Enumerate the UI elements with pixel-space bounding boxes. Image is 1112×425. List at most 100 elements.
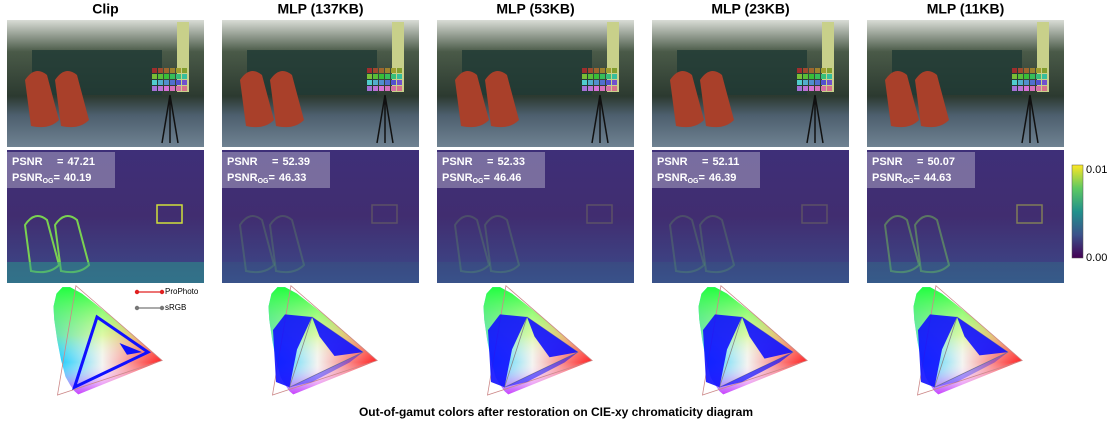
psnr-og-label: PSNR — [227, 172, 258, 184]
checker-patch — [612, 80, 617, 85]
checker-patch — [164, 80, 169, 85]
figure: 0.01 0.00 Out-of-gamut colors after rest… — [0, 0, 1112, 425]
checker-patch — [170, 68, 175, 73]
checker-patch — [385, 68, 390, 73]
checker-patch — [1042, 74, 1047, 79]
checker-patch — [152, 68, 157, 73]
og-subscript: OG — [903, 178, 914, 185]
checker-patch — [152, 74, 157, 79]
checker-patch — [176, 74, 181, 79]
legend-label: ProPhoto — [165, 287, 199, 296]
checker-patch — [594, 86, 599, 91]
psnr-og-value: 40.19 — [64, 172, 92, 184]
colorbar — [1072, 165, 1083, 258]
checker-patch — [797, 74, 802, 79]
equals: = — [698, 172, 704, 184]
checker-patch — [1036, 80, 1041, 85]
checker-patch — [158, 68, 163, 73]
psnr-label: PSNR — [442, 156, 473, 168]
psnr-og-label: PSNR — [12, 172, 43, 184]
checker-patch — [1018, 80, 1023, 85]
checker-patch — [606, 74, 611, 79]
checker-patch — [606, 80, 611, 85]
checker-patch — [582, 86, 587, 91]
checker-patch — [397, 68, 402, 73]
checker-patch — [821, 74, 826, 79]
checker-patch — [379, 86, 384, 91]
og-subscript: OG — [688, 178, 699, 185]
checker-patch — [827, 68, 832, 73]
checker-patch — [809, 80, 814, 85]
checker-patch — [373, 74, 378, 79]
checker-patch — [158, 74, 163, 79]
checker-patch — [397, 74, 402, 79]
checker-patch — [1018, 86, 1023, 91]
psnr-value: 52.33 — [497, 156, 525, 168]
checker-patch — [1012, 68, 1017, 73]
checker-patch — [582, 68, 587, 73]
legend-label: sRGB — [165, 303, 186, 312]
checker-patch — [809, 86, 814, 91]
checker-patch — [588, 68, 593, 73]
equals: = — [272, 156, 278, 168]
chromaticity-diagram — [54, 286, 163, 395]
checker-patch — [170, 74, 175, 79]
checker-patch — [600, 68, 605, 73]
checker-patch — [367, 74, 372, 79]
checker-patch — [815, 86, 820, 91]
checker-patch — [821, 80, 826, 85]
checker-patch — [1012, 74, 1017, 79]
checker-patch — [815, 68, 820, 73]
checker-patch — [588, 86, 593, 91]
checker-patch — [594, 74, 599, 79]
equals: = — [53, 172, 59, 184]
checker-patch — [606, 68, 611, 73]
equals: = — [917, 156, 923, 168]
checker-patch — [594, 68, 599, 73]
checker-patch — [164, 74, 169, 79]
checker-patch — [182, 74, 187, 79]
checker-patch — [397, 80, 402, 85]
checker-patch — [582, 80, 587, 85]
checker-patch — [367, 68, 372, 73]
photo — [7, 20, 204, 147]
checker-patch — [600, 74, 605, 79]
photo — [222, 20, 419, 147]
checker-patch — [815, 74, 820, 79]
equals: = — [702, 156, 708, 168]
checker-patch — [158, 86, 163, 91]
chromaticity-diagram — [484, 286, 593, 395]
column-title: MLP (53KB) — [496, 1, 574, 17]
checker-patch — [1042, 80, 1047, 85]
checker-patch — [600, 80, 605, 85]
checker-patch — [379, 74, 384, 79]
checker-patch — [821, 68, 826, 73]
psnr-og-value: 46.33 — [279, 172, 307, 184]
checker-patch — [170, 86, 175, 91]
checker-patch — [803, 68, 808, 73]
checker-patch — [588, 80, 593, 85]
error-ground — [7, 262, 204, 283]
checker-patch — [827, 74, 832, 79]
checker-patch — [582, 74, 587, 79]
checker-patch — [815, 80, 820, 85]
colorbar-max: 0.01 — [1086, 164, 1107, 176]
photo — [437, 20, 634, 147]
equals: = — [487, 156, 493, 168]
psnr-og-label: PSNR — [872, 172, 903, 184]
checker-patch — [1030, 74, 1035, 79]
og-subscript: OG — [258, 178, 269, 185]
checker-patch — [367, 80, 372, 85]
equals: = — [483, 172, 489, 184]
psnr-value: 50.07 — [927, 156, 955, 168]
checker-patch — [182, 80, 187, 85]
checker-patch — [391, 80, 396, 85]
structure — [892, 50, 1022, 95]
legend-dot — [160, 306, 164, 310]
checker-patch — [803, 74, 808, 79]
og-subscript: OG — [43, 178, 54, 185]
checker-patch — [1012, 80, 1017, 85]
